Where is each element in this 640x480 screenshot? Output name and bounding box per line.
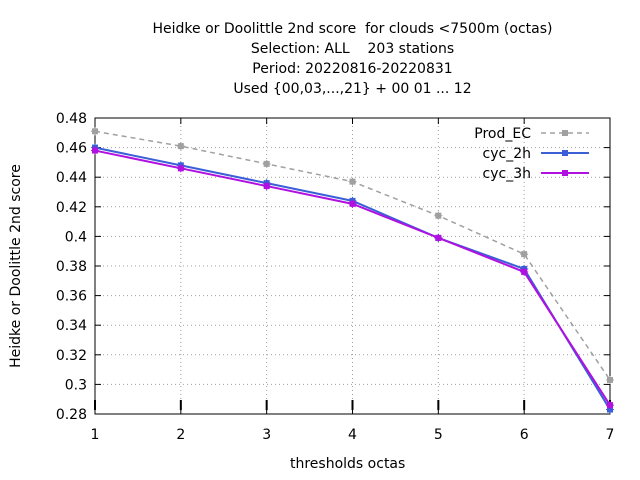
legend-label: cyc_3h <box>483 166 531 182</box>
x-tick-label: 6 <box>520 427 529 443</box>
x-axis-label: thresholds octas <box>290 456 406 472</box>
title-line-4: Used {00,03,...,21} + 00 01 ... 12 <box>233 81 472 97</box>
title-line-2: Selection: ALL 203 stations <box>250 41 455 57</box>
y-tick-label: 0.44 <box>56 170 87 186</box>
x-tick-label: 1 <box>91 427 100 443</box>
series-cyc_3h <box>91 146 614 410</box>
y-axis-label: Heidke or Doolittle 2nd score <box>8 164 24 368</box>
title-line-3: Period: 20220816-20220831 <box>252 61 453 77</box>
legend-swatch-marker <box>562 170 568 176</box>
x-tick-label: 2 <box>176 427 185 443</box>
legend-swatch-marker <box>562 150 568 156</box>
y-tick-label: 0.3 <box>65 377 87 393</box>
x-tick-label: 4 <box>348 427 357 443</box>
x-tick-label: 5 <box>434 427 443 443</box>
title-line-1: Heidke or Doolittle 2nd score for clouds… <box>152 21 553 37</box>
y-tick-label: 0.48 <box>56 111 87 127</box>
legend-swatch-marker <box>562 130 568 136</box>
y-tick-label: 0.42 <box>56 200 87 216</box>
x-tick-label: 7 <box>606 427 615 443</box>
y-tick-label: 0.38 <box>56 259 87 275</box>
legend-label: cyc_2h <box>483 146 531 162</box>
series-Prod_EC <box>91 127 614 384</box>
y-tick-label: 0.32 <box>56 348 87 364</box>
y-tick-label: 0.46 <box>56 141 87 157</box>
y-tick-label: 0.28 <box>56 407 87 423</box>
y-tick-label: 0.34 <box>56 318 87 334</box>
y-tick-label: 0.4 <box>65 229 87 245</box>
x-tick-label: 3 <box>262 427 271 443</box>
legend-label: Prod_EC <box>474 126 531 142</box>
plot-frame <box>94 117 611 415</box>
legend: Prod_EC cyc_2h cyc_3h <box>474 126 589 182</box>
y-tick-label: 0.36 <box>56 289 87 305</box>
